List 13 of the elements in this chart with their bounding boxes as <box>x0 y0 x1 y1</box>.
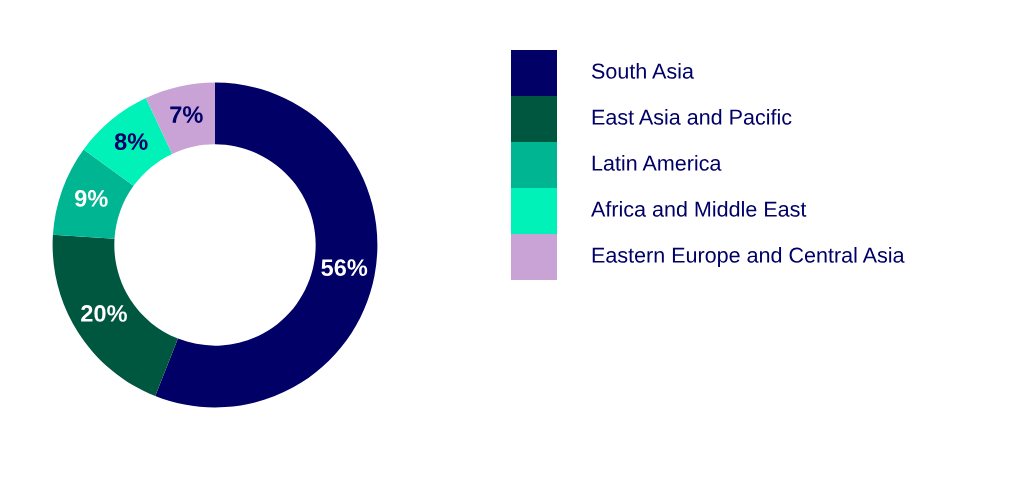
legend-label: Eastern Europe and Central Asia <box>592 246 905 268</box>
donut-slice <box>52 234 178 396</box>
legend-label: East Asia and Pacific <box>592 108 792 125</box>
donut-slice <box>52 149 134 239</box>
data-label: 56% <box>321 259 368 276</box>
donut-slice <box>155 82 378 408</box>
data-label: 9% <box>74 190 108 207</box>
legend-label: South Asia <box>591 62 694 79</box>
legend-label: Latin America <box>592 154 722 171</box>
legend-label: Africa and Middle East <box>591 200 807 217</box>
data-label: 20% <box>81 305 127 322</box>
data-label: 7% <box>170 106 203 123</box>
data-label: 8% <box>114 133 148 150</box>
